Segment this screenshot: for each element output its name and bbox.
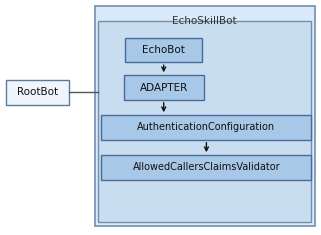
Bar [101,115,311,140]
Text: AllowedCallersClaimsValidator: AllowedCallersClaimsValidator [133,162,280,172]
Bar [101,155,311,180]
Text: EchoBot: EchoBot [142,45,185,55]
Bar [95,6,315,226]
Text: EchoSkillBot: EchoSkillBot [172,16,237,26]
Text: ADAPTER: ADAPTER [140,82,188,93]
Bar [125,38,202,62]
Text: RootBot: RootBot [17,87,58,97]
Bar [124,75,204,100]
Bar [98,21,311,222]
Bar [6,80,69,105]
Text: AuthenticationConfiguration: AuthenticationConfiguration [137,122,275,133]
